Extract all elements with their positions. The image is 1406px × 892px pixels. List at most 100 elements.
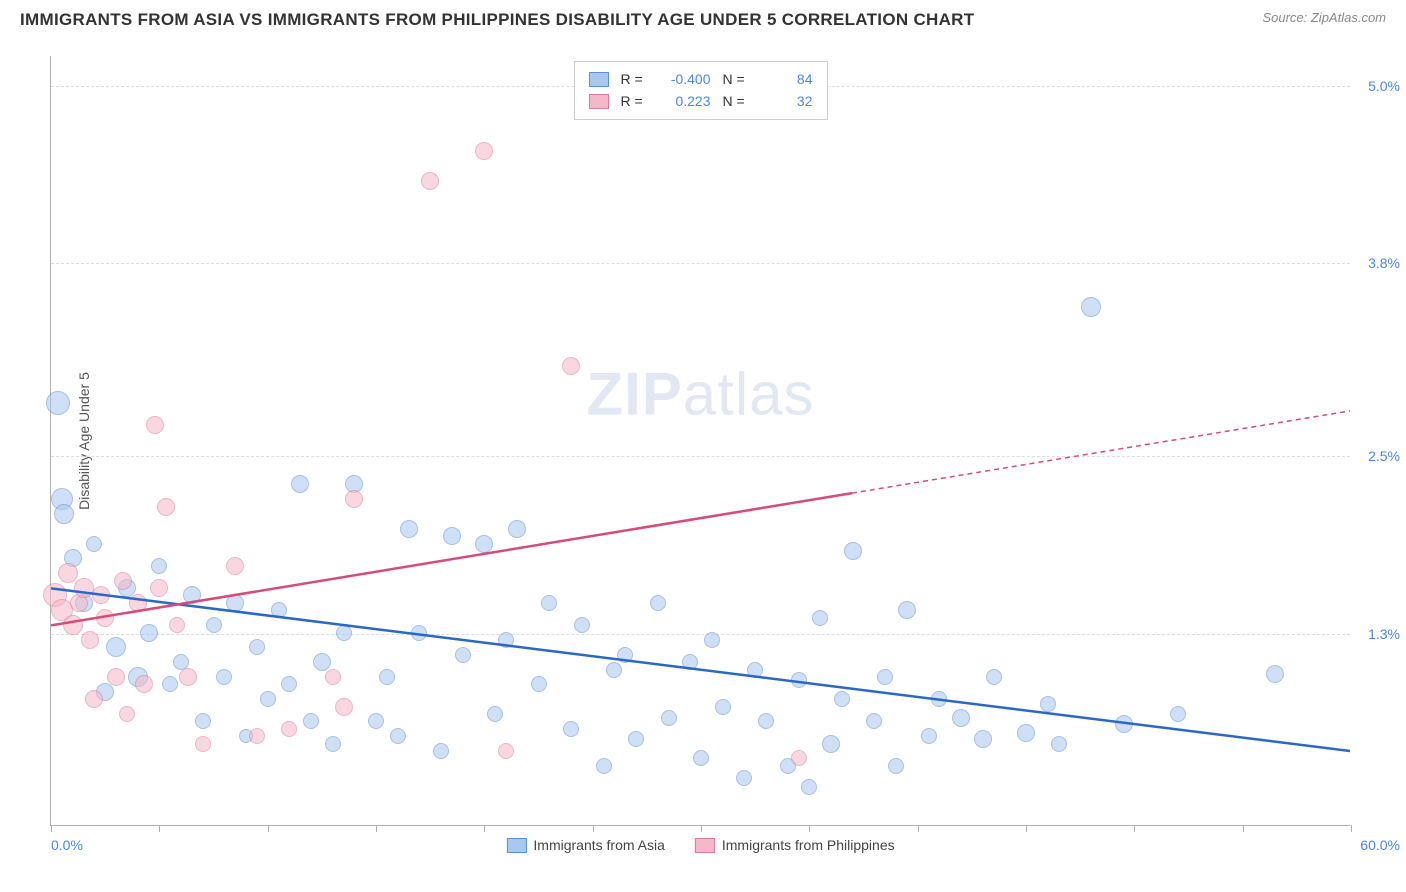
legend-row-philippines: R = 0.223 N = 32 bbox=[589, 90, 813, 112]
data-point bbox=[498, 743, 514, 759]
data-point bbox=[475, 142, 493, 160]
data-point bbox=[54, 504, 74, 524]
data-point bbox=[325, 736, 341, 752]
x-tick bbox=[1243, 825, 1244, 832]
gridline bbox=[51, 263, 1350, 264]
watermark: ZIPatlas bbox=[586, 360, 814, 429]
data-point bbox=[421, 172, 439, 190]
data-point bbox=[86, 536, 102, 552]
data-point bbox=[226, 594, 244, 612]
data-point bbox=[150, 579, 168, 597]
x-axis-max-label: 60.0% bbox=[1360, 837, 1400, 853]
data-point bbox=[1266, 665, 1284, 683]
data-point bbox=[487, 706, 503, 722]
data-point bbox=[986, 669, 1002, 685]
data-point bbox=[898, 601, 916, 619]
data-point bbox=[812, 610, 828, 626]
swatch-philippines bbox=[695, 838, 715, 853]
data-point bbox=[736, 770, 752, 786]
data-point bbox=[169, 617, 185, 633]
data-point bbox=[747, 662, 763, 678]
data-point bbox=[628, 731, 644, 747]
data-point bbox=[822, 735, 840, 753]
data-point bbox=[313, 653, 331, 671]
y-tick-label: 1.3% bbox=[1355, 626, 1400, 642]
data-point bbox=[834, 691, 850, 707]
data-point bbox=[563, 721, 579, 737]
data-point bbox=[46, 391, 70, 415]
swatch-asia bbox=[589, 72, 609, 87]
data-point bbox=[866, 713, 882, 729]
series-legend: Immigrants from Asia Immigrants from Phi… bbox=[506, 837, 894, 853]
data-point bbox=[661, 710, 677, 726]
data-point bbox=[541, 595, 557, 611]
data-point bbox=[801, 779, 817, 795]
data-point bbox=[129, 594, 147, 612]
data-point bbox=[135, 675, 153, 693]
data-point bbox=[1040, 696, 1056, 712]
data-point bbox=[1081, 297, 1101, 317]
data-point bbox=[411, 625, 427, 641]
data-point bbox=[791, 750, 807, 766]
data-point bbox=[596, 758, 612, 774]
data-point bbox=[140, 624, 158, 642]
data-point bbox=[443, 527, 461, 545]
data-point bbox=[562, 357, 580, 375]
data-point bbox=[195, 736, 211, 752]
data-point bbox=[106, 637, 126, 657]
x-tick bbox=[51, 825, 52, 832]
data-point bbox=[157, 498, 175, 516]
data-point bbox=[650, 595, 666, 611]
data-point bbox=[693, 750, 709, 766]
data-point bbox=[498, 632, 514, 648]
data-point bbox=[249, 639, 265, 655]
data-point bbox=[1115, 715, 1133, 733]
data-point bbox=[791, 672, 807, 688]
data-point bbox=[475, 535, 493, 553]
data-point bbox=[146, 416, 164, 434]
x-tick bbox=[1026, 825, 1027, 832]
data-point bbox=[1051, 736, 1067, 752]
data-point bbox=[249, 728, 265, 744]
data-point bbox=[368, 713, 384, 729]
data-point bbox=[271, 602, 287, 618]
x-tick bbox=[809, 825, 810, 832]
y-tick-label: 5.0% bbox=[1355, 78, 1400, 94]
data-point bbox=[325, 669, 341, 685]
legend-item-philippines: Immigrants from Philippines bbox=[695, 837, 895, 853]
data-point bbox=[390, 728, 406, 744]
data-point bbox=[260, 691, 276, 707]
data-point bbox=[400, 520, 418, 538]
x-tick bbox=[593, 825, 594, 832]
gridline bbox=[51, 634, 1350, 635]
data-point bbox=[433, 743, 449, 759]
data-point bbox=[931, 691, 947, 707]
data-point bbox=[345, 490, 363, 508]
x-tick bbox=[918, 825, 919, 832]
data-point bbox=[974, 730, 992, 748]
x-axis-min-label: 0.0% bbox=[51, 837, 83, 853]
data-point bbox=[216, 669, 232, 685]
data-point bbox=[195, 713, 211, 729]
data-point bbox=[617, 647, 633, 663]
x-tick bbox=[1134, 825, 1135, 832]
legend-row-asia: R = -0.400 N = 84 bbox=[589, 68, 813, 90]
data-point bbox=[455, 647, 471, 663]
chart-title: IMMIGRANTS FROM ASIA VS IMMIGRANTS FROM … bbox=[20, 10, 974, 30]
scatter-chart: Disability Age Under 5 ZIPatlas 1.3%2.5%… bbox=[50, 56, 1350, 826]
data-point bbox=[92, 586, 110, 604]
data-point bbox=[74, 578, 94, 598]
data-point bbox=[119, 706, 135, 722]
data-point bbox=[574, 617, 590, 633]
data-point bbox=[183, 586, 201, 604]
x-tick bbox=[701, 825, 702, 832]
legend-item-asia: Immigrants from Asia bbox=[506, 837, 664, 853]
data-point bbox=[291, 475, 309, 493]
data-point bbox=[107, 668, 125, 686]
data-point bbox=[877, 669, 893, 685]
data-point bbox=[226, 557, 244, 575]
correlation-legend: R = -0.400 N = 84 R = 0.223 N = 32 bbox=[574, 61, 828, 120]
data-point bbox=[162, 676, 178, 692]
x-tick bbox=[484, 825, 485, 832]
data-point bbox=[715, 699, 731, 715]
